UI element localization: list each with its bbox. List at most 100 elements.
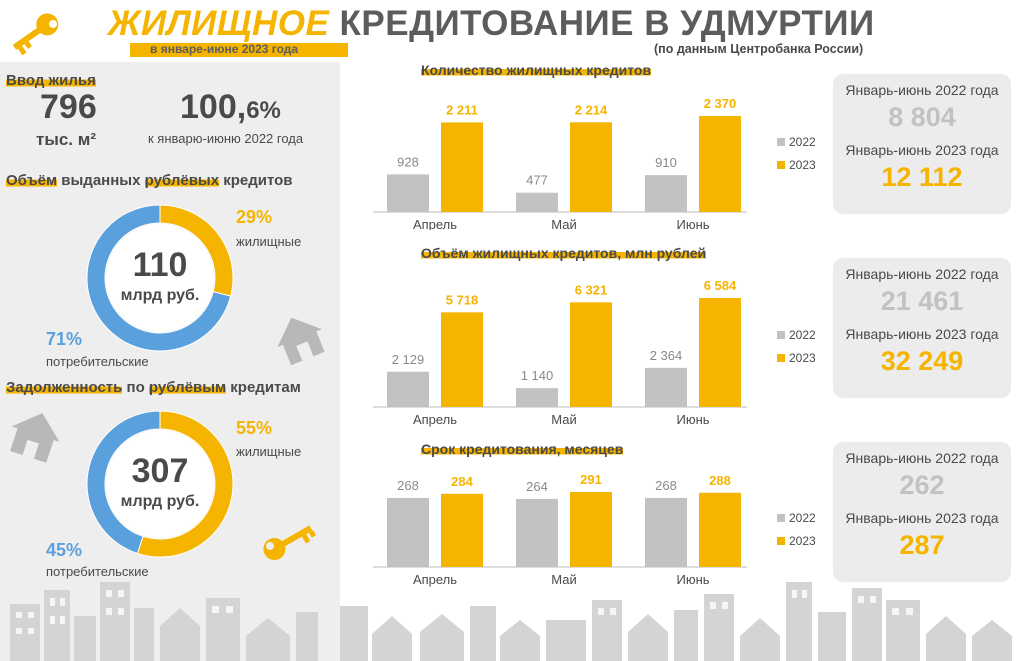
- data-label: 2 370: [704, 96, 737, 111]
- page-title: ЖИЛИЩНОЕ КРЕДИТОВАНИЕ В УДМУРТИИ: [108, 2, 875, 46]
- chart2-bar-chart: 2 129 5 718 Апрель 1 140 6 321 Май 2 364 6 584 И…: [373, 278, 747, 427]
- svg-text:2023: 2023: [789, 534, 816, 548]
- bar-2022-0: [387, 497, 429, 567]
- data-label: 6 321: [575, 282, 608, 297]
- summary-card-term: Январь-июнь 2022 года 262 Январь-июнь 20…: [833, 442, 1011, 582]
- issued-consumer-label: потребительские: [46, 354, 149, 369]
- data-label: 2 211: [446, 102, 478, 117]
- donut-slice-потребительские: [86, 204, 232, 352]
- card-value-2022: 8 804: [888, 102, 956, 132]
- city-skyline-illustration: [10, 582, 1012, 661]
- data-label: 291: [580, 472, 602, 487]
- summary-card-volume: Январь-июнь 2022 года 21 461 Январь-июнь…: [833, 258, 1011, 398]
- data-label: 2 214: [575, 102, 608, 117]
- card-label-2022: Январь-июнь 2022 года: [845, 82, 999, 98]
- category-label: Апрель: [413, 217, 457, 230]
- key-icon: [12, 13, 59, 56]
- house-icon: [277, 317, 325, 366]
- source-note: (по данным Центробанка России): [654, 42, 864, 56]
- chart2-title: Объём жилищных кредитов, млн рублей: [421, 245, 707, 261]
- housing-percent-caption: к январю-июню 2022 года: [148, 131, 304, 146]
- data-label: 5 718: [446, 292, 479, 307]
- issued-donut-chart: 110 млрд руб.: [86, 204, 234, 352]
- bar-2022-2: [645, 367, 687, 407]
- card-label-2022: Январь-июнь 2022 года: [845, 450, 999, 466]
- data-label: 284: [451, 474, 473, 489]
- bar-2022-0: [387, 371, 429, 407]
- card-value-2022: 262: [899, 470, 945, 500]
- category-label: Июнь: [676, 217, 709, 230]
- card-label-2023: Январь-июнь 2023 года: [845, 510, 999, 526]
- chart1-title: Количество жилищных кредитов: [421, 62, 652, 78]
- chart3-bar-chart: 268 284 Апрель 264 291 Май 268 288 Июнь: [373, 472, 747, 587]
- key-icon-bottom: [263, 525, 317, 560]
- donut-slice-потребительские: [86, 410, 161, 555]
- chart2-legend: 2022 2023: [777, 328, 816, 365]
- card-label-2023: Январь-июнь 2023 года: [845, 142, 999, 158]
- bar-2022-0: [387, 174, 429, 212]
- svg-text:2022: 2022: [789, 135, 816, 149]
- card-value-2023: 12 112: [881, 162, 963, 192]
- donut-hole: [106, 430, 214, 538]
- svg-text:2022: 2022: [789, 511, 816, 525]
- data-label: 288: [709, 473, 731, 488]
- title-rest: КРЕДИТОВАНИЕ В УДМУРТИИ: [329, 4, 875, 43]
- svg-text:2023: 2023: [789, 158, 816, 172]
- bar-2023-0: [441, 493, 483, 567]
- card-value-2022: 21 461: [880, 286, 964, 316]
- bar-2023-1: [570, 302, 612, 407]
- data-label: 910: [655, 155, 677, 170]
- debt-housing-pct: 55%: [236, 418, 273, 438]
- title-accent: ЖИЛИЩНОЕ: [108, 4, 330, 43]
- data-label: 2 129: [392, 352, 425, 367]
- housing-value: 796: [40, 88, 97, 126]
- issued-housing-pct: 29%: [236, 207, 273, 227]
- bar-2023-0: [441, 122, 483, 212]
- issued-housing-label: жилищные: [236, 234, 302, 249]
- category-label: Июнь: [676, 412, 709, 427]
- debt-donut-unit: млрд руб.: [121, 493, 200, 510]
- house-icon-left: [10, 413, 60, 463]
- bar-2023-0: [441, 312, 483, 407]
- data-label: 1 140: [521, 368, 554, 383]
- category-label: Май: [551, 572, 576, 587]
- category-label: Июнь: [676, 572, 709, 587]
- bar-2022-2: [645, 175, 687, 212]
- bar-2022-1: [516, 388, 558, 407]
- svg-text:2023: 2023: [789, 351, 816, 365]
- housing-percent: 100,6%: [180, 88, 281, 126]
- data-label: 264: [526, 479, 548, 494]
- issued-section-title: Объём выданных рублёвых кредитов: [6, 172, 293, 189]
- left-panel-background: [0, 62, 340, 661]
- debt-housing-label: жилищные: [236, 444, 302, 459]
- housing-unit: тыс. м²: [36, 130, 96, 149]
- period-subtitle: в январе-июне 2023 года: [150, 42, 299, 56]
- card-label-2023: Январь-июнь 2023 года: [845, 326, 999, 342]
- data-label: 6 584: [704, 278, 737, 293]
- category-label: Апрель: [413, 412, 457, 427]
- issued-consumer-pct: 71%: [46, 329, 83, 349]
- card-value-2023: 32 249: [880, 346, 964, 376]
- category-label: Апрель: [413, 572, 457, 587]
- category-label: Май: [551, 217, 576, 230]
- svg-text:2022: 2022: [789, 328, 816, 342]
- debt-consumer-label: потребительские: [46, 564, 149, 579]
- chart1-bar-chart: 928 2 211 Апрель 477 2 214 Май 910 2 370 Июнь: [373, 96, 747, 230]
- debt-section-title: Задолженность по рублёвым кредитам: [6, 379, 301, 396]
- category-label: Май: [551, 412, 576, 427]
- bar-2022-1: [516, 192, 558, 212]
- bar-2023-1: [570, 492, 612, 567]
- bar-2023-2: [699, 116, 741, 212]
- card-value-2023: 287: [899, 530, 945, 560]
- period-highlight: [130, 43, 348, 57]
- bar-2023-2: [699, 492, 741, 567]
- debt-donut-chart: 307 млрд руб.: [86, 410, 234, 558]
- debt-consumer-pct: 45%: [46, 540, 83, 560]
- donut-hole: [106, 224, 214, 332]
- issued-donut-unit: млрд руб.: [121, 287, 200, 304]
- chart3-title: Срок кредитования, месяцев: [421, 441, 624, 457]
- card-label-2022: Январь-июнь 2022 года: [845, 266, 999, 282]
- data-label: 928: [397, 154, 419, 169]
- summary-card-count: Январь-июнь 2022 года 8 804 Январь-июнь …: [833, 74, 1011, 214]
- data-label: 268: [397, 478, 419, 493]
